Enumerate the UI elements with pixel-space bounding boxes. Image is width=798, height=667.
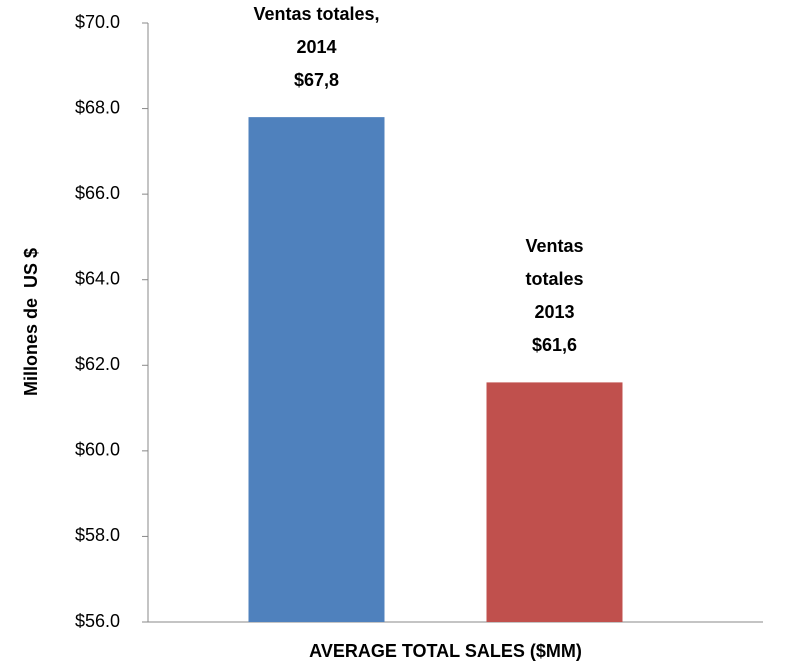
series-name: Ventas totales 2013 — [525, 236, 584, 323]
value-label: $67,8 — [293, 70, 340, 91]
bar — [486, 382, 623, 622]
y-tick-label: $56.0 — [75, 611, 120, 631]
y-tick-label: $70.0 — [75, 12, 120, 32]
y-tick-label: $60.0 — [75, 440, 120, 460]
bar — [248, 117, 385, 622]
y-tick-label: $68.0 — [75, 97, 120, 117]
y-tick-label: $66.0 — [75, 183, 120, 203]
value-label: $61,6 — [531, 335, 578, 356]
data-label: Ventas totales, 2014 $67,8 — [232, 0, 402, 97]
y-axis-label: Millones de US $ — [21, 248, 41, 396]
x-axis-label: AVERAGE TOTAL SALES ($MM) — [309, 641, 582, 661]
data-label: Ventas totales 2013 $61,6 — [505, 230, 605, 362]
y-tick-label: $64.0 — [75, 268, 120, 288]
y-tick-label: $62.0 — [75, 354, 120, 374]
y-tick-label: $58.0 — [75, 525, 120, 545]
series-name: Ventas totales, 2014 — [253, 4, 380, 58]
